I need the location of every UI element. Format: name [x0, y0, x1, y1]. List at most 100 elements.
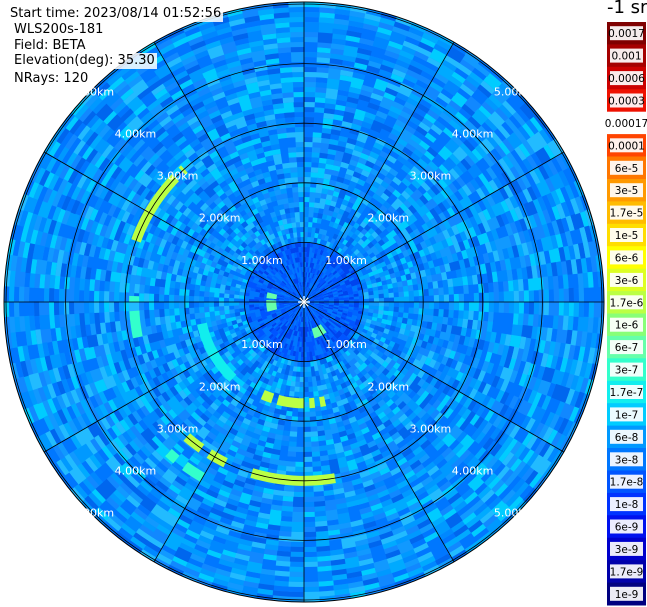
colorbar-label-bg-19 [610, 452, 643, 467]
feature-arc-4 [311, 324, 327, 339]
ring-label-3km-3: 3.00km [410, 422, 452, 435]
colorbar-label-7: 3e-5 [615, 185, 639, 197]
colorbar-label-10: 6e-6 [615, 252, 639, 264]
feature-arc-7 [165, 448, 206, 482]
colorbar-label-bg-15 [610, 362, 643, 377]
azimuth-line-30 [303, 41, 455, 303]
colorbar-label-0: 0.0017 [608, 28, 645, 40]
colorbar-label-bg-11 [610, 272, 643, 287]
ring-label-2km-3: 2.00km [368, 380, 410, 393]
colorbar-label-3: 0.0003 [608, 96, 645, 108]
ring-label-4km-2: 4.00km [115, 465, 157, 478]
colorbar-label-13: 1e-6 [615, 320, 639, 332]
colorbar-label-bg-8 [610, 205, 643, 220]
feature-arc-0 [131, 165, 188, 243]
ring-label-1km-2: 1.00km [241, 338, 283, 351]
center-marker-3 [299, 301, 305, 307]
azimuth-line-300 [43, 151, 305, 303]
colorbar-label-21: 1e-8 [615, 499, 639, 511]
azimuth-line-240 [43, 301, 305, 453]
colorbar-label-bg-3 [610, 93, 643, 108]
colorbar-label-15: 3e-7 [615, 365, 639, 377]
units-label: -1 sr [607, 0, 647, 18]
colorbar-label-9: 1e-5 [615, 230, 639, 242]
colorbar-label-bg-20 [610, 474, 643, 489]
colorbar-label-1: 0.001 [611, 51, 641, 63]
ring-label-2km-1: 2.00km [368, 212, 410, 225]
gate-cells-6 [4, 3, 604, 601]
colorbar-label-8: 1.7e-5 [610, 208, 644, 220]
colorbar-label-bg-24 [610, 564, 643, 579]
colorbar-label-bg-17 [610, 407, 643, 422]
colorbar-label-bg-14 [610, 340, 643, 355]
ring-label-5km-0: 5.00km [73, 85, 115, 98]
ring-label-3km-1: 3.00km [410, 170, 452, 183]
gate-cells-3 [244, 242, 359, 362]
colorbar-label-11: 3e-6 [615, 275, 639, 287]
colorbar-label-bg-0 [610, 26, 643, 41]
colorbar-label-17: 1e-7 [615, 409, 639, 421]
instrument-label: WLS200s-181 [12, 22, 106, 38]
azimuth-line-330 [153, 41, 305, 303]
azimuth-line-60 [303, 151, 564, 303]
colorbar-label-bg-1 [610, 48, 643, 63]
colorbar-label-6: 6e-5 [615, 163, 639, 175]
colorbar-label-bg-2 [610, 71, 643, 86]
ring-label-5km-3: 5.00km [494, 507, 536, 520]
colorbar-label-20: 1.7e-8 [610, 477, 644, 489]
colorbar-label-bg-7 [610, 183, 643, 198]
azimuth-line-120 [303, 301, 564, 453]
ring-label-1km-1: 1.00km [325, 254, 367, 267]
field-label: Field: BETA [12, 38, 88, 54]
center-marker-7 [303, 297, 309, 303]
colorbar-label-25: 1e-9 [615, 589, 639, 601]
colorbar-label-22: 6e-9 [615, 522, 639, 534]
ring-label-5km-2: 5.00km [73, 507, 115, 520]
colorbar-label-bg-12 [610, 295, 643, 310]
gate-cells-8 [9, 10, 604, 602]
colorbar-label-5: 0.0001 [608, 140, 645, 152]
ring-label-5km-1: 5.00km [494, 85, 536, 98]
ring-label-4km-0: 4.00km [115, 127, 157, 140]
colorbar-label-4: 0.00017 [605, 118, 647, 130]
ring-label-3km-0: 3.00km [157, 170, 199, 183]
ring-label-1km-0: 1.00km [241, 254, 283, 267]
colorbar-label-bg-10 [610, 250, 643, 265]
ring-label-1km-3: 1.00km [325, 338, 367, 351]
center-marker-1 [303, 301, 309, 307]
colorbar-label-bg-5 [610, 138, 643, 153]
colorbar-label-19: 3e-8 [615, 454, 639, 466]
colorbar-label-bg-13 [610, 317, 643, 332]
colorbar-label-bg-22 [610, 519, 643, 534]
colorbar-label-bg-4 [610, 115, 643, 130]
ring-label-2km-0: 2.00km [199, 212, 241, 225]
elevation-label: Elevation(deg): 35.30 [12, 53, 157, 69]
start-time-label: Start time: 2023/08/14 01:52:56 [8, 6, 224, 22]
colorbar-label-bg-6 [610, 160, 643, 175]
ring-label-2km-2: 2.00km [199, 380, 241, 393]
colorbar-label-bg-23 [610, 541, 643, 556]
colorbar-label-bg-9 [610, 228, 643, 242]
colorbar-label-bg-16 [610, 385, 643, 399]
azimuth-line-150 [303, 301, 455, 562]
feature-arc-1 [129, 295, 143, 339]
colorbar-label-12: 1.7e-6 [610, 297, 644, 309]
nrays-label: NRays: 120 [12, 71, 91, 87]
colorbar-label-bg-21 [610, 497, 643, 512]
colorbar-label-23: 3e-9 [615, 544, 639, 556]
gate-cells-5 [4, 2, 594, 599]
center-marker-5 [299, 297, 305, 303]
ring-label-4km-3: 4.00km [452, 465, 494, 478]
feature-arc-3 [260, 390, 327, 409]
azimuth-line-210 [153, 301, 305, 562]
colorbar-label-14: 6e-7 [615, 342, 639, 354]
colorbar-label-24: 1.7e-9 [610, 566, 644, 578]
colorbar-label-18: 6e-8 [615, 432, 639, 444]
ring-label-4km-1: 4.00km [452, 127, 494, 140]
colorbar-label-bg-18 [610, 429, 643, 444]
gate-cells-0 [4, 6, 604, 593]
ring-label-3km-2: 3.00km [157, 422, 199, 435]
colorbar-label-16: 1.7e-7 [610, 387, 644, 399]
